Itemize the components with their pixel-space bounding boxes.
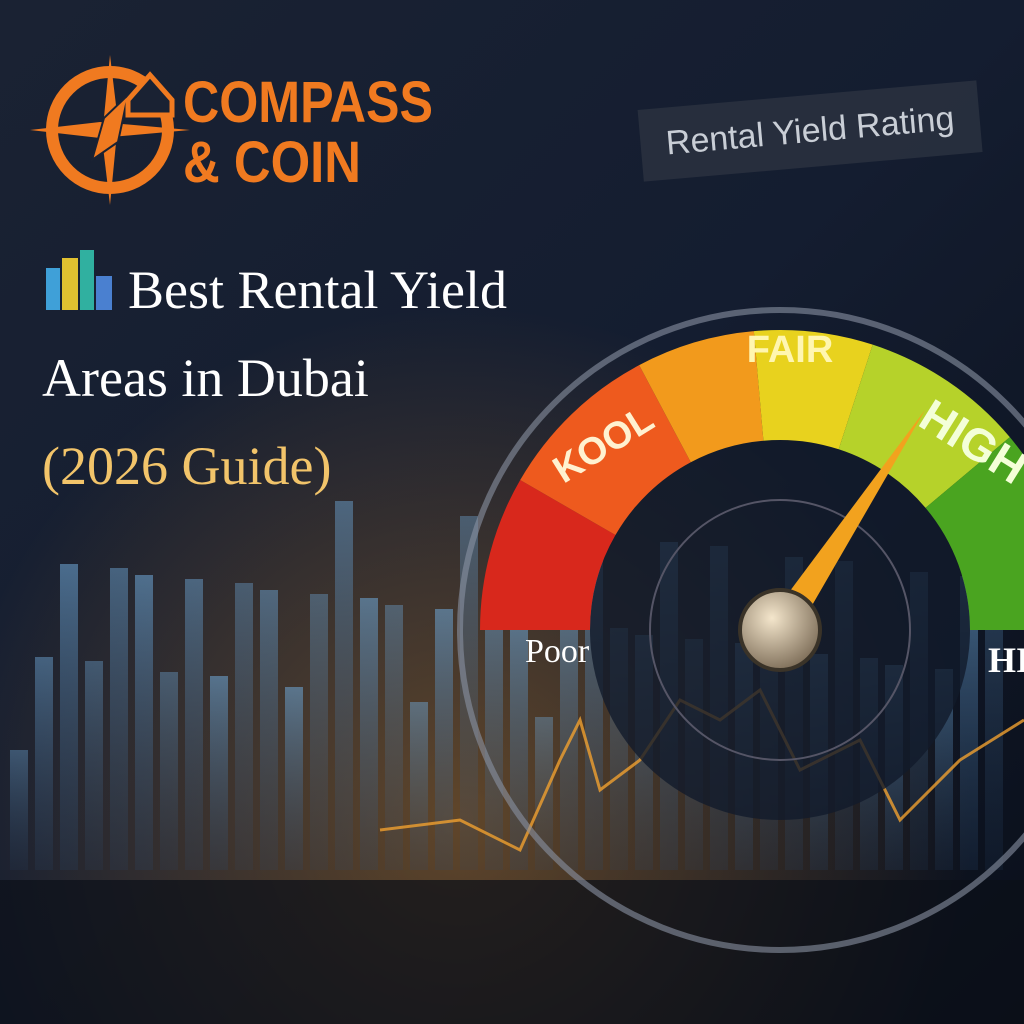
needle-hub — [738, 588, 822, 672]
logo-line2: & COIN — [183, 130, 361, 195]
decor-bar — [385, 605, 403, 870]
gauge-zone — [838, 344, 1010, 508]
headline-line3: (2026 Guide) — [42, 436, 331, 496]
logo-icon — [30, 55, 190, 205]
rating-box — [637, 80, 983, 182]
gauge-zone — [520, 365, 691, 535]
decor-bar — [60, 564, 78, 870]
right-label: HI — [988, 640, 1024, 680]
decor-bar — [235, 583, 253, 870]
rating-panel: Rental Yield Rating — [637, 80, 983, 182]
decor-bar — [435, 609, 453, 870]
decor-bar — [485, 613, 503, 870]
desk — [0, 880, 1024, 1024]
decor-bar — [85, 661, 103, 870]
gauge-rim — [457, 307, 1024, 953]
decor-bar — [110, 568, 128, 870]
gauge-zone — [753, 330, 873, 450]
decor-bar — [560, 624, 578, 870]
decor-bar — [10, 750, 28, 870]
poor-label: Poor — [525, 633, 590, 670]
decor-bar — [160, 672, 178, 870]
decor-bar — [35, 657, 53, 870]
logo-line1: COMPASS — [183, 70, 433, 135]
gauge-ring — [649, 499, 911, 761]
decor-bar — [135, 575, 153, 870]
headline-line1: Best Rental Yield — [128, 260, 507, 320]
decor-bar — [260, 590, 278, 870]
decor-bar — [285, 687, 303, 870]
gauge-zone — [639, 331, 764, 463]
decor-bar — [410, 702, 428, 870]
headline-line2: Areas in Dubai — [42, 348, 369, 408]
decor-bar — [310, 594, 328, 870]
city-icon — [46, 250, 112, 310]
decor-bar — [185, 579, 203, 870]
gauge-zone — [480, 480, 616, 630]
needle — [772, 410, 925, 640]
gauge-zone — [925, 437, 1024, 630]
decor-bar — [210, 676, 228, 870]
decor-bar — [360, 598, 378, 870]
decor-bar — [335, 501, 353, 870]
zone-label: FAIR — [747, 329, 834, 371]
